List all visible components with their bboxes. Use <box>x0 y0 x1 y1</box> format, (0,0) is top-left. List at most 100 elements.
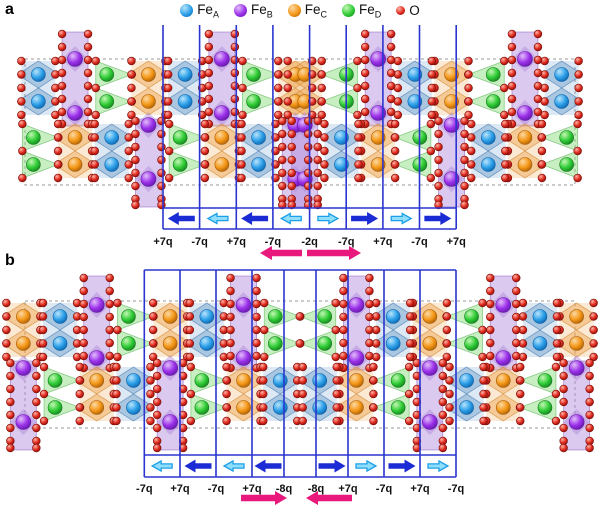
oxygen-atom <box>124 146 133 156</box>
oxygen-atom <box>79 325 88 335</box>
fe-c-atom <box>422 309 438 324</box>
oxygen-atom <box>317 110 326 120</box>
oxygen-atom <box>573 119 582 129</box>
fe-c-atom <box>16 309 31 324</box>
fe-c-atom <box>67 130 83 145</box>
oxygen-atom <box>405 352 415 362</box>
oxygen-atom <box>259 403 268 412</box>
oxygen-atom <box>574 110 583 120</box>
oxygen-atom <box>559 443 568 453</box>
displacement-label: +7q <box>153 236 172 248</box>
oxygen-atom <box>163 110 173 120</box>
oxygen-atom <box>91 56 100 66</box>
legend: FeA FeB FeC FeD O <box>0 2 600 20</box>
oxygen-atom <box>585 358 594 368</box>
oxygen-atom <box>287 168 296 178</box>
oxygen-atom <box>552 325 562 335</box>
fe-a-atom <box>554 67 569 82</box>
oxygen-atom <box>252 351 261 361</box>
oxygen-atom <box>83 55 93 65</box>
oxygen-atom <box>354 146 363 156</box>
oxygen-atom <box>105 286 114 296</box>
oxygen-atom <box>313 168 322 178</box>
oxygen-atom <box>38 339 48 348</box>
oxygen-atom <box>533 42 543 52</box>
oxygen-atom <box>112 362 121 372</box>
oxygen-atom <box>2 352 11 362</box>
oxygen-atom <box>230 29 240 39</box>
fe-a-atom <box>251 157 266 172</box>
displacement-arrow-small <box>355 459 378 473</box>
oxygen-atom <box>445 389 454 399</box>
oxygen-atom <box>585 397 594 407</box>
oxygen-atom <box>91 83 100 93</box>
oxygen-atom <box>320 160 329 169</box>
oxygen-atom <box>127 56 136 66</box>
oxygen-atom <box>163 97 173 106</box>
legend-item-o: O <box>396 3 420 18</box>
oxygen-atom <box>226 351 235 361</box>
oxygen-atom <box>479 403 488 412</box>
oxygen-atom <box>75 362 84 372</box>
oxygen-atom <box>467 173 476 183</box>
oxygen-atom <box>83 29 93 39</box>
fe-b-atom <box>443 117 460 133</box>
oxygen-atom <box>516 362 525 372</box>
oxygen-atom <box>386 29 396 39</box>
oxygen-atom <box>486 286 495 296</box>
fe-c-atom <box>16 336 31 351</box>
oxygen-atom <box>320 173 329 183</box>
oxygen-atom <box>6 397 15 407</box>
oxygen-atom <box>551 416 561 426</box>
oxygen-atom <box>438 423 448 433</box>
oxygen-atom <box>259 389 268 399</box>
oxygen-atom <box>331 352 340 362</box>
fe-d-atom <box>172 130 188 145</box>
fe-a-atom <box>334 157 349 172</box>
fe-b-atom <box>15 360 32 376</box>
oxygen-atom <box>460 116 469 126</box>
oxygen-atom <box>200 160 210 169</box>
oxygen-atom <box>537 119 547 129</box>
fe-b-atom <box>140 171 157 187</box>
fe-c-atom <box>349 373 364 388</box>
fe-c-atom <box>495 400 511 415</box>
displacement-arrow-large <box>424 212 452 225</box>
oxygen-atom <box>339 286 348 296</box>
oxygen-atom <box>83 81 93 91</box>
oxygen-atom <box>574 70 583 79</box>
oxygen-atom <box>6 371 15 381</box>
oxygen-atom <box>479 362 488 372</box>
oxygen-atom <box>131 200 140 210</box>
oxygen-atom <box>278 200 287 210</box>
oxygen-atom <box>585 436 594 446</box>
oxygen-atom <box>152 371 162 381</box>
displacement-arrow-large <box>167 212 195 225</box>
oxygen-atom <box>226 273 235 283</box>
oxygen-atom <box>427 70 437 79</box>
displacement-arrow-small <box>150 459 173 473</box>
oxygen-atom <box>127 70 136 79</box>
fe-a-atom <box>177 67 193 82</box>
oxygen-atom <box>90 146 99 156</box>
oxygen-atom <box>152 358 162 368</box>
oxygen-atom <box>238 83 247 93</box>
oxygen-atom <box>157 142 166 152</box>
oxygen-atom <box>507 55 517 65</box>
oxygen-atom <box>331 325 340 335</box>
oxygen-atom <box>516 403 525 412</box>
oxygen-atom <box>226 286 235 296</box>
displacement-arrow-large <box>318 459 346 473</box>
oxygen-atom <box>313 129 322 139</box>
oxygen-atom <box>2 325 11 335</box>
oxygen-atom <box>585 443 594 453</box>
oxygen-atom <box>589 339 598 348</box>
oxygen-atom <box>353 110 362 120</box>
fe-d-atom <box>267 336 283 351</box>
oxygen-atom <box>152 397 162 407</box>
oxygen-atom <box>146 403 155 412</box>
oxygen-atom <box>295 312 304 321</box>
fe-b-atom <box>568 360 585 376</box>
oxygen-atom <box>204 68 214 78</box>
oxygen-atom <box>113 298 122 308</box>
